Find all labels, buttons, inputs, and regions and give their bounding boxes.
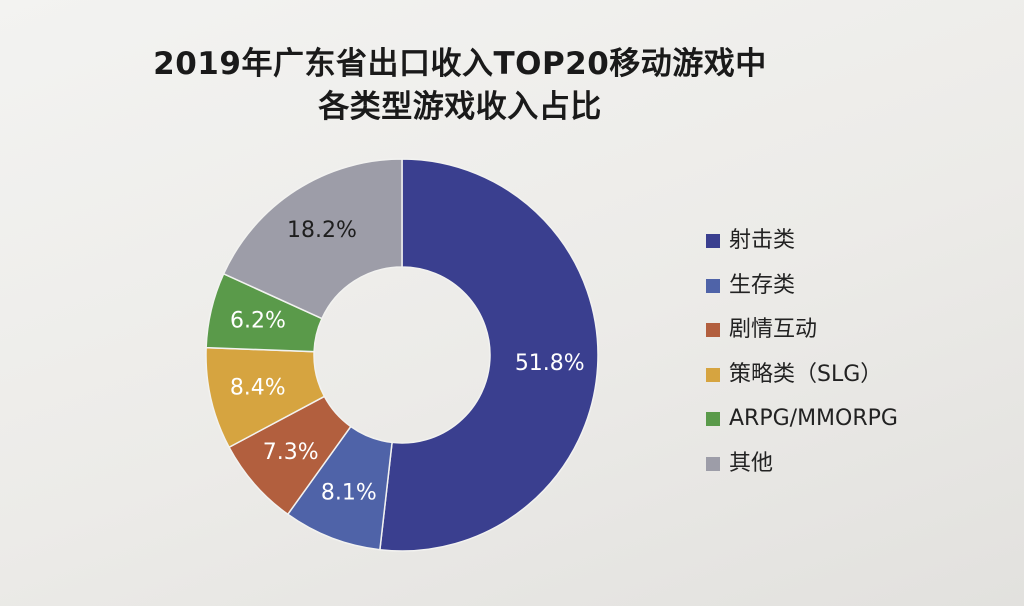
legend-item-story: 剧情互动 <box>706 317 898 343</box>
legend-swatch-arpg <box>706 412 720 426</box>
legend-label-arpg: ARPG/MMORPG <box>729 406 898 431</box>
legend-label-other: 其他 <box>729 450 774 476</box>
legend-item-survival: 生存类 <box>706 273 898 299</box>
legend-swatch-other <box>706 456 720 471</box>
donut-slice-shooter <box>379 158 599 552</box>
donut-slice-other <box>222 158 403 320</box>
legend-item-other: 其他 <box>706 451 898 477</box>
chart-legend: 射击类 生存类 剧情互动 策略类（SLG） ARPG/MMORPG 其他 <box>706 228 898 495</box>
legend-label-strategy: 策略类（SLG） <box>729 361 883 387</box>
legend-label-story: 剧情互动 <box>729 317 818 342</box>
legend-swatch-survival <box>706 278 720 293</box>
data-label-other: 18.2% <box>287 218 357 243</box>
legend-swatch-story <box>706 323 720 337</box>
chart-title: 2019年广东省出口收入TOP20移动游戏中 <box>153 46 767 82</box>
legend-swatch-shooter <box>706 234 720 248</box>
legend-item-arpg: ARPG/MMORPG <box>706 406 898 432</box>
legend-label-shooter: 射击类 <box>729 228 796 253</box>
data-label-story: 7.3% <box>263 440 319 465</box>
legend-item-strategy: 策略类（SLG） <box>706 362 898 388</box>
legend-item-shooter: 射击类 <box>706 228 898 254</box>
data-label-survival: 8.1% <box>321 481 377 506</box>
data-label-shooter: 51.8% <box>515 351 585 376</box>
legend-label-survival: 生存类 <box>729 272 796 298</box>
data-label-arpg: 6.2% <box>230 308 286 333</box>
data-label-strategy: 8.4% <box>230 376 286 401</box>
chart-subtitle: 各类型游戏收入占比 <box>318 89 602 125</box>
legend-swatch-strategy <box>706 367 720 382</box>
